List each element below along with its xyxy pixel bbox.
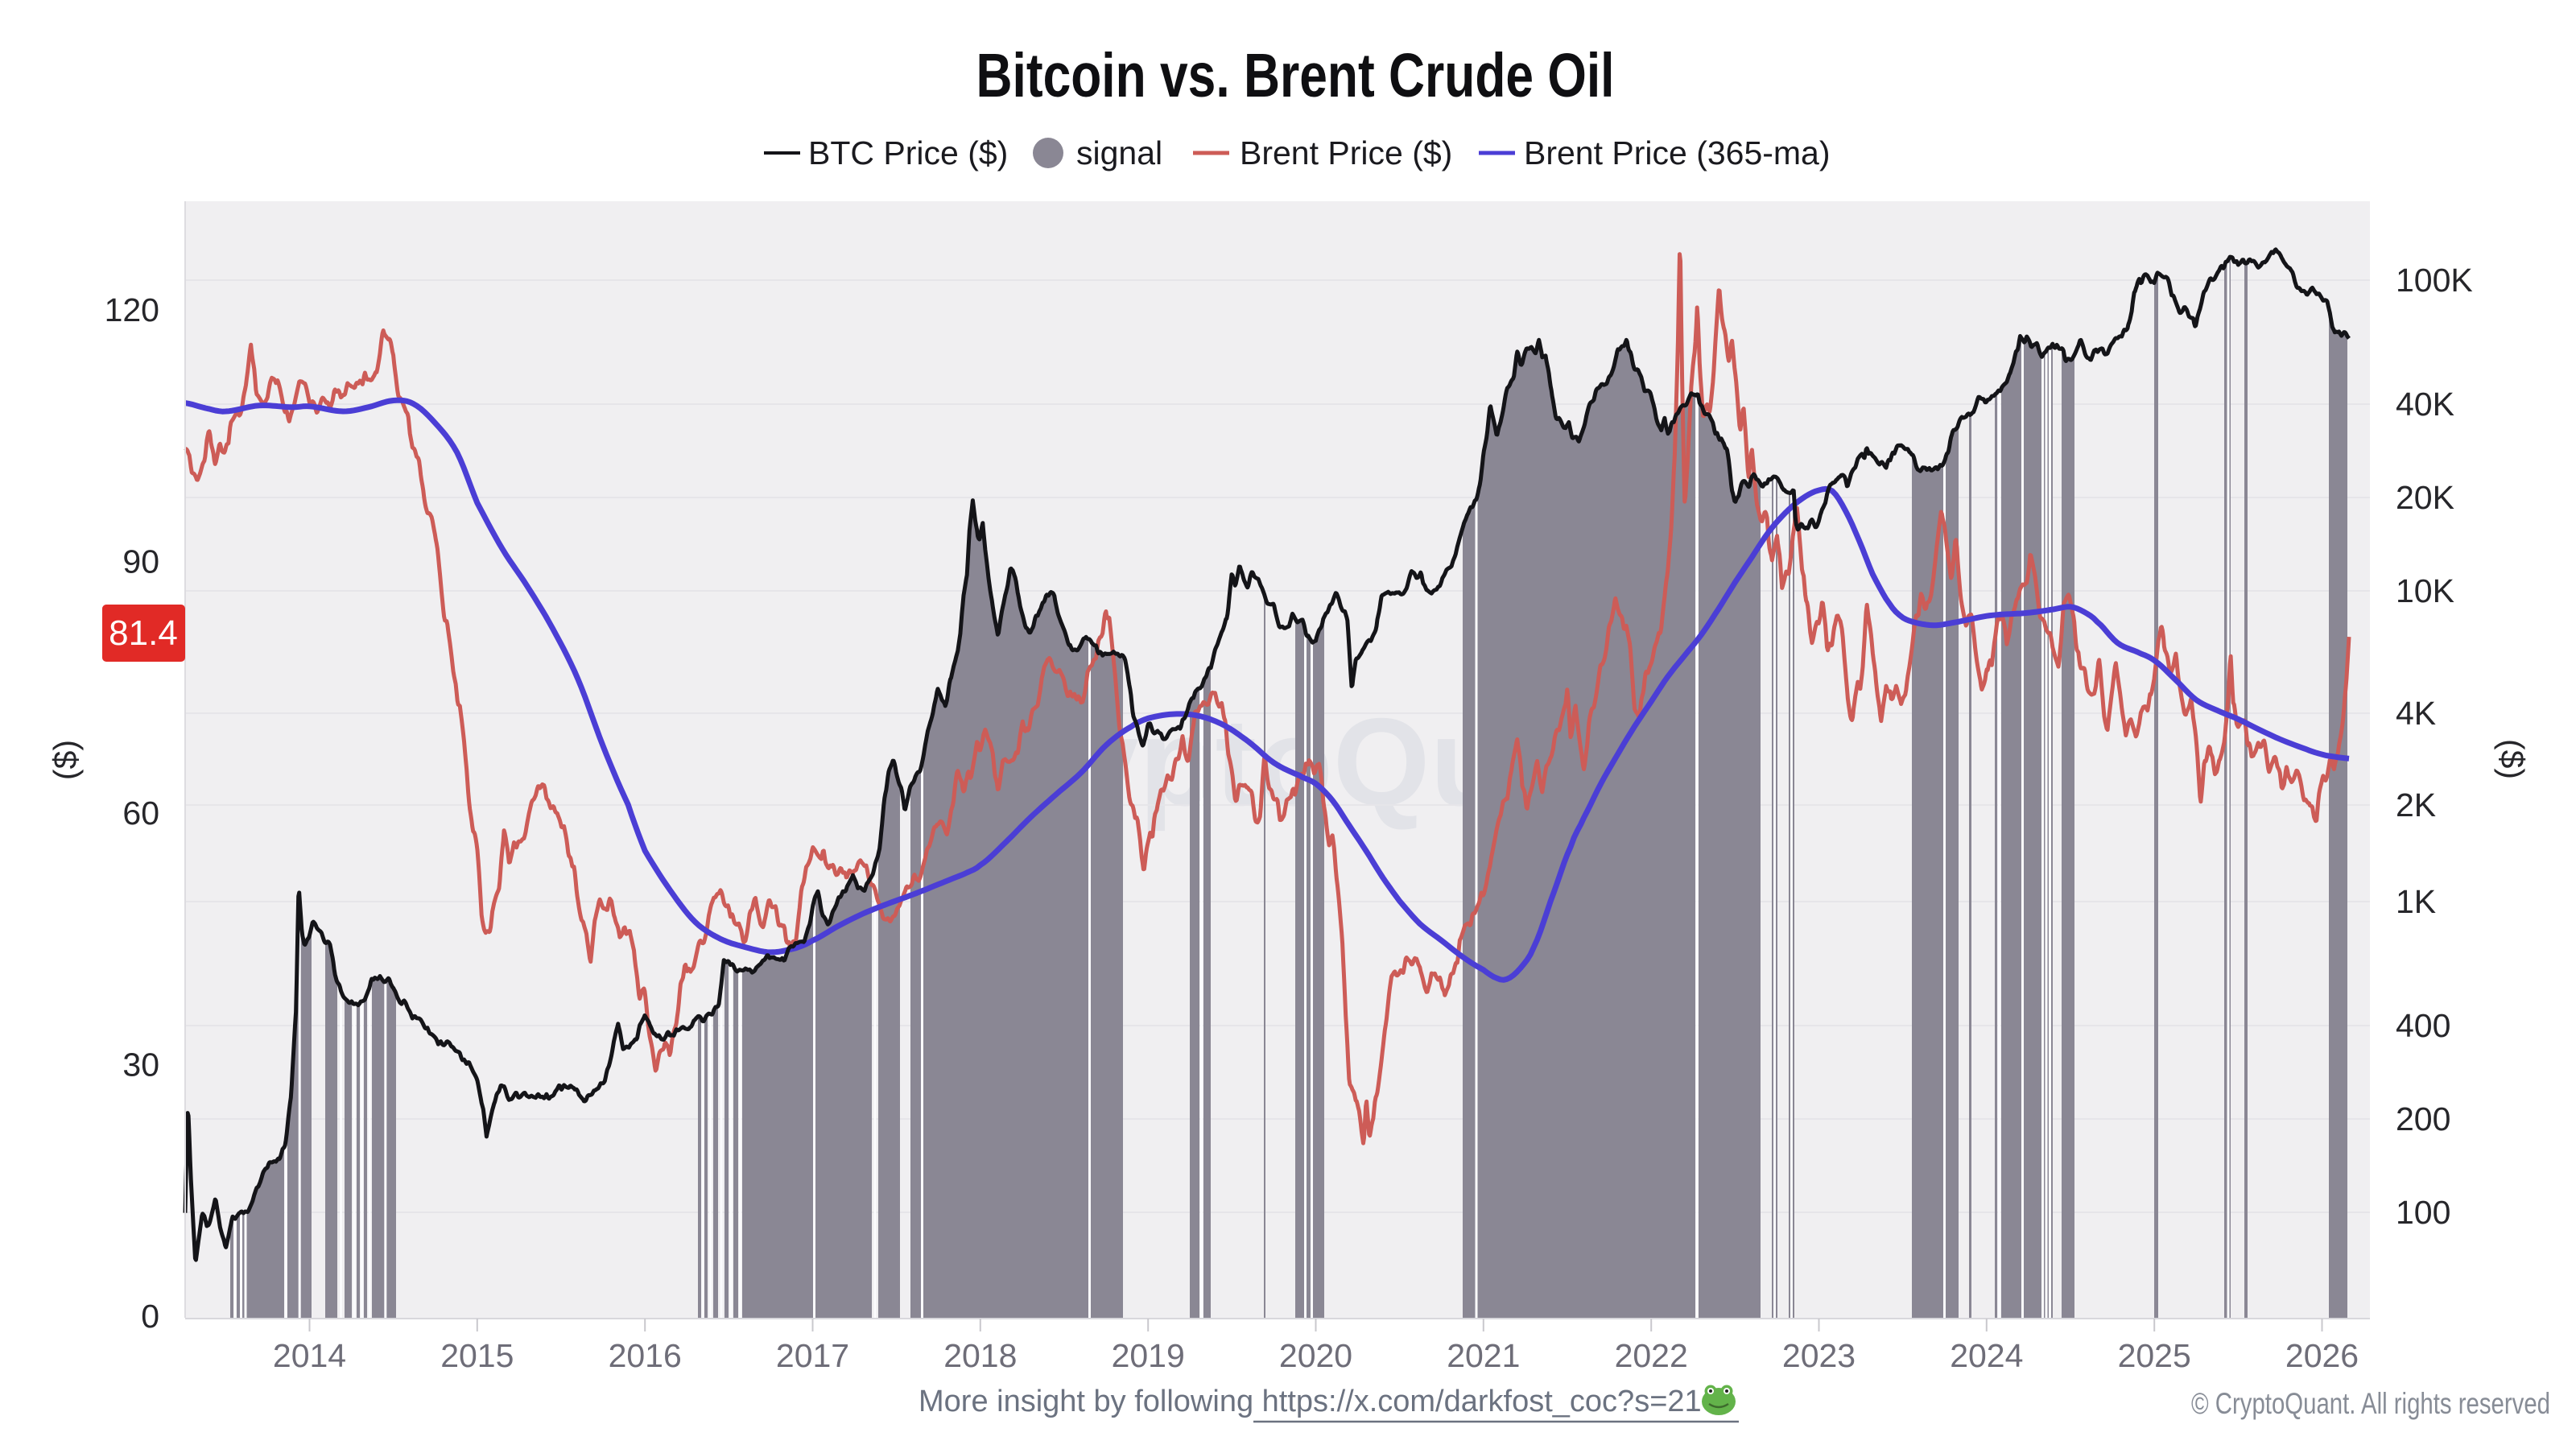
svg-text:2025: 2025 (2118, 1337, 2191, 1374)
svg-text:© CryptoQuant. All rights rese: © CryptoQuant. All rights reserved (2191, 1387, 2550, 1420)
svg-text:4K: 4K (2396, 695, 2436, 732)
svg-text:($): ($) (2494, 739, 2531, 779)
svg-text:60: 60 (122, 795, 159, 832)
svg-text:2016: 2016 (609, 1337, 682, 1374)
svg-text:20K: 20K (2396, 479, 2454, 516)
svg-text:81.4: 81.4 (109, 613, 178, 653)
svg-text:400: 400 (2396, 1007, 2450, 1044)
svg-text:10K: 10K (2396, 572, 2454, 609)
svg-text:0: 0 (141, 1298, 159, 1335)
svg-text:40K: 40K (2396, 386, 2454, 423)
svg-text:2023: 2023 (1782, 1337, 1856, 1374)
svg-text:2021: 2021 (1447, 1337, 1520, 1374)
svg-text:2018: 2018 (943, 1337, 1017, 1374)
svg-text:1K: 1K (2396, 883, 2436, 920)
svg-text:90: 90 (122, 543, 159, 580)
svg-text:100K: 100K (2396, 262, 2473, 299)
svg-text:2022: 2022 (1615, 1337, 1688, 1374)
svg-text:30: 30 (122, 1046, 159, 1084)
svg-text:2019: 2019 (1112, 1337, 1185, 1374)
svg-text:2K: 2K (2396, 786, 2436, 824)
svg-text:Brent Price (365-ma): Brent Price (365-ma) (1524, 134, 1831, 171)
svg-text:More insight by following http: More insight by following https://x.com/… (919, 1385, 1702, 1418)
svg-text:2024: 2024 (1950, 1337, 2023, 1374)
svg-text:2026: 2026 (2285, 1337, 2359, 1374)
svg-text:120: 120 (105, 291, 159, 328)
svg-text:2020: 2020 (1279, 1337, 1352, 1374)
svg-text:200: 200 (2396, 1100, 2450, 1137)
svg-text:($): ($) (47, 740, 84, 780)
svg-text:signal: signal (1076, 134, 1162, 171)
svg-text:BTC Price ($): BTC Price ($) (808, 134, 1008, 171)
svg-text:2014: 2014 (273, 1337, 346, 1374)
svg-text:100: 100 (2396, 1194, 2450, 1231)
svg-text:Bitcoin vs. Brent Crude Oil: Bitcoin vs. Brent Crude Oil (976, 41, 1615, 110)
svg-text:2015: 2015 (440, 1337, 514, 1374)
svg-text:2017: 2017 (776, 1337, 849, 1374)
svg-text:Brent Price ($): Brent Price ($) (1240, 134, 1452, 171)
